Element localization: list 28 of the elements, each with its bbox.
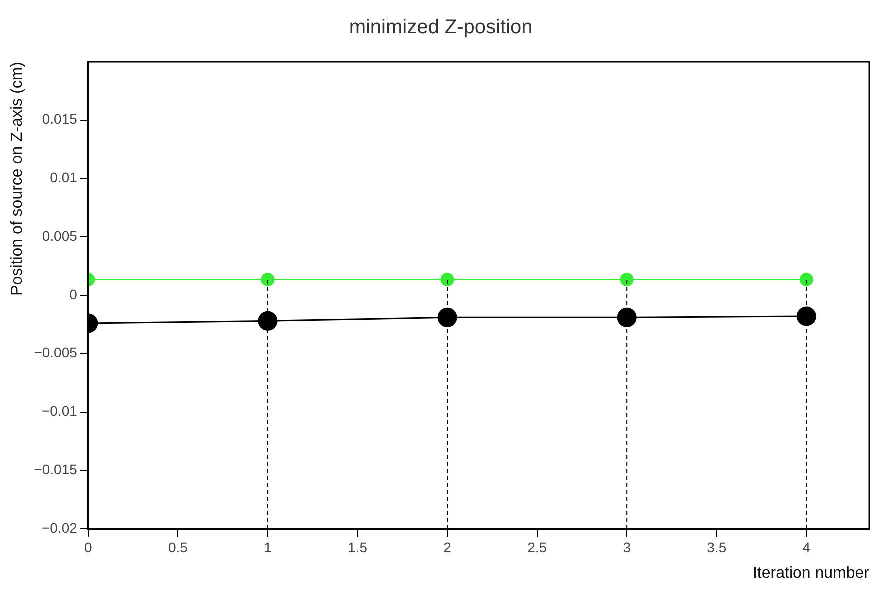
y-axis-title: Position of source on Z-axis (cm) [9,62,26,296]
y-tick-label: −0.015 [34,461,78,478]
y-tick-label: −0.02 [42,520,78,536]
point [617,308,637,328]
x-tick-label: 3 [623,539,632,556]
x-tick-label: 3.5 [707,539,727,556]
point [800,272,814,286]
y-tick-label: 0 [70,286,78,302]
y-tick-label: −0.01 [42,403,78,420]
x-tick-label: 2.5 [528,539,548,556]
point [620,272,634,286]
point [796,306,816,326]
point [258,311,278,331]
y-tick-label: 0.015 [42,111,78,128]
x-tick-label: 1 [264,539,272,556]
point [440,272,454,286]
point [261,272,275,286]
x-tick-label: 0.5 [168,539,188,556]
chart-title: minimized Z-position [349,16,533,39]
x-axis-title: Iteration number [752,564,870,582]
x-tick-label: 1.5 [348,539,368,556]
y-tick-label: 0.005 [42,228,78,244]
x-tick-label: 4 [802,539,811,556]
x-tick-label: 0 [84,539,93,556]
y-tick-label: 0.01 [50,170,78,186]
point [438,308,458,328]
y-tick-label: −0.005 [34,344,78,361]
x-tick-label: 2 [444,539,452,556]
